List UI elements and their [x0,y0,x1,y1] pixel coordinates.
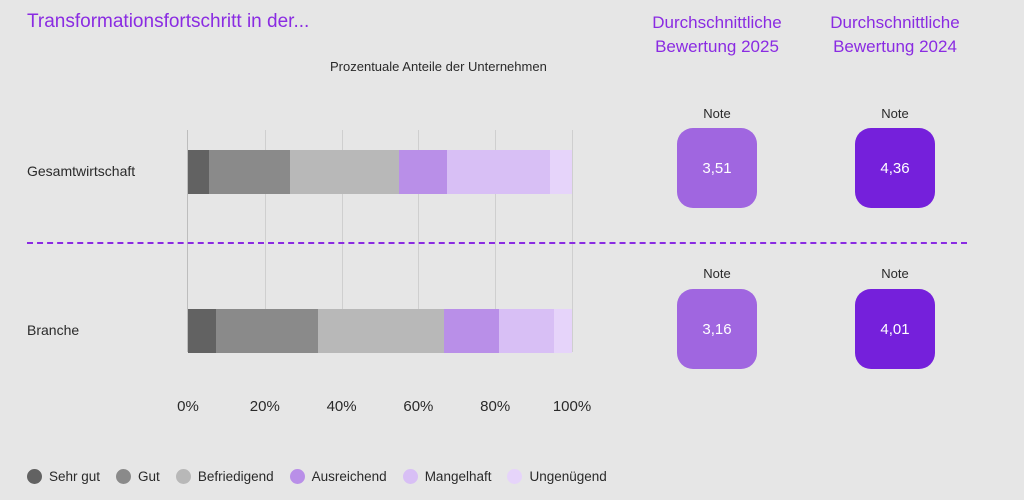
bar-gesamtwirtschaft [188,150,572,194]
chart-subtitle: Prozentuale Anteile der Unternehmen [330,59,547,74]
grid-line [572,130,573,352]
chart-title: Transformationsfortschritt in der... [27,11,310,32]
grid-line [342,130,343,352]
x-tick-label: 80% [480,398,511,415]
note-label: Note [881,266,909,281]
bar-segment-mangelhaft [499,309,554,353]
legend-swatch-icon [175,469,191,484]
row-label-branche: Branche [27,322,80,338]
legend-label: Befriedigend [197,469,274,484]
legend-swatch-icon [27,469,42,484]
legend-label: Gut [138,469,160,484]
note-label: Note [703,106,731,121]
bar-segment-ausreichend [444,309,500,353]
x-tick-label: 100% [552,398,592,415]
x-tick-label: 40% [326,398,357,415]
legend-label: Sehr gut [49,469,101,484]
bar-segment-sehr-gut [188,150,210,194]
bar-segment-mangelhaft [447,150,551,194]
legend-item: Sehr gut [27,469,100,484]
legend-item: Gut [116,469,160,484]
note-label: Note [881,106,909,121]
note-box-gesamt-2025: 3,51 [677,128,757,208]
row-label-gesamtwirtschaft: Gesamtwirtschaft [27,163,136,179]
bar-segment-ungen-gend [550,150,572,194]
grid-line [495,130,496,352]
bar-segment-sehr-gut [188,309,217,353]
column-header-2024: Durchschnittliche Bewertung 2024 [830,13,960,56]
legend-swatch-icon [507,469,523,484]
legend-item: Mangelhaft [402,469,492,484]
x-tick-label: 20% [249,398,280,415]
bar-segment-gut [216,309,319,353]
note-box-branche-2024: 4,01 [855,289,935,369]
legend-label: Ungenügend [529,469,607,484]
x-tick-label: 0% [177,398,199,415]
bar-segment-ungen-gend [553,309,572,353]
legend-swatch-icon [289,469,305,484]
bar-segment-befriedigend [290,150,400,194]
y-axis-line [187,130,188,352]
legend: Sehr gut Gut Befriedigend Ausreichend Mangel… [27,469,623,484]
note-label: Note [703,266,731,281]
note-box-branche-2025: 3,16 [677,289,757,369]
legend-label: Ausreichend [311,469,387,484]
column-header-2025: Durchschnittliche Bewertung 2025 [652,13,782,56]
grid-line [418,130,419,352]
x-tick-label: 60% [403,398,434,415]
legend-item: Ausreichend [289,469,387,484]
section-divider [27,242,967,244]
bar-segment-befriedigend [318,309,445,353]
grid-line [265,130,266,352]
bar-segment-gut [209,150,291,194]
legend-label: Mangelhaft [424,469,492,484]
legend-swatch-icon [116,469,132,484]
legend-item: Ungenügend [507,469,607,484]
bar-branche [188,309,572,353]
legend-swatch-icon [402,469,418,484]
note-box-gesamt-2024: 4,36 [855,128,935,208]
bar-segment-ausreichend [399,150,448,194]
legend-item: Befriedigend [175,469,274,484]
